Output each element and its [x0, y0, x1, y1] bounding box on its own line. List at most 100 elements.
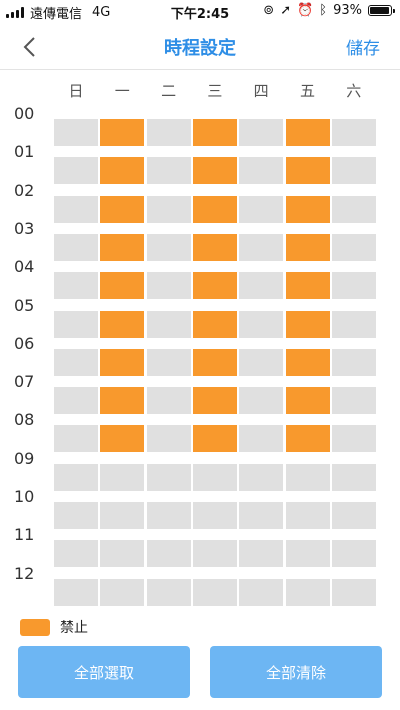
schedule-cell[interactable]	[192, 578, 237, 606]
schedule-cell[interactable]	[239, 463, 284, 491]
schedule-cell[interactable]	[146, 195, 191, 223]
schedule-cell-blocked[interactable]	[192, 195, 237, 223]
schedule-cell-blocked[interactable]	[285, 272, 330, 300]
schedule-cell-blocked[interactable]	[192, 348, 237, 376]
schedule-cell[interactable]	[192, 463, 237, 491]
schedule-cell[interactable]	[285, 540, 330, 568]
schedule-cell[interactable]	[239, 425, 284, 453]
schedule-cell-blocked[interactable]	[100, 119, 145, 146]
schedule-cell[interactable]	[54, 387, 98, 415]
schedule-cell[interactable]	[146, 233, 191, 261]
schedule-cell[interactable]	[100, 540, 145, 568]
schedule-cell[interactable]	[146, 425, 191, 453]
schedule-cell[interactable]	[331, 463, 376, 491]
schedule-cell[interactable]	[331, 233, 376, 261]
day-label: 一	[114, 82, 130, 100]
schedule-cell[interactable]	[146, 463, 191, 491]
schedule-cell[interactable]	[146, 578, 191, 606]
schedule-cell[interactable]	[146, 310, 191, 338]
alarm-icon: ⏰	[297, 3, 314, 18]
schedule-cell[interactable]	[331, 502, 376, 529]
schedule-cell-blocked[interactable]	[192, 387, 237, 415]
schedule-cell-blocked[interactable]	[192, 233, 237, 261]
schedule-cell[interactable]	[331, 540, 376, 568]
schedule-cell[interactable]	[54, 348, 98, 376]
schedule-cell[interactable]	[239, 195, 284, 223]
schedule-cell[interactable]	[331, 578, 376, 606]
schedule-cell-blocked[interactable]	[100, 387, 145, 415]
schedule-cell-blocked[interactable]	[192, 119, 237, 146]
schedule-cell-blocked[interactable]	[100, 348, 145, 376]
page-title: 時程設定	[164, 38, 236, 59]
schedule-cell[interactable]	[239, 387, 284, 415]
schedule-cell[interactable]	[54, 310, 98, 338]
schedule-cell[interactable]	[54, 502, 98, 529]
schedule-cell[interactable]	[54, 578, 98, 606]
schedule-cell[interactable]	[331, 310, 376, 338]
schedule-cell-blocked[interactable]	[100, 425, 145, 453]
schedule-cell[interactable]	[54, 195, 98, 223]
schedule-cell[interactable]	[146, 348, 191, 376]
schedule-cell-blocked[interactable]	[285, 310, 330, 338]
schedule-cell[interactable]	[54, 233, 98, 261]
back-button[interactable]	[22, 30, 52, 62]
schedule-cell[interactable]	[331, 157, 376, 185]
schedule-cell-blocked[interactable]	[192, 272, 237, 300]
schedule-cell[interactable]	[331, 348, 376, 376]
schedule-cell-blocked[interactable]	[100, 233, 145, 261]
schedule-cell[interactable]	[239, 310, 284, 338]
schedule-cell[interactable]	[54, 425, 98, 453]
schedule-cell[interactable]	[146, 540, 191, 568]
schedule-cell[interactable]	[239, 233, 284, 261]
schedule-cell[interactable]	[54, 272, 98, 300]
schedule-cell-blocked[interactable]	[285, 348, 330, 376]
schedule-cell[interactable]	[331, 119, 376, 146]
schedule-cell-blocked[interactable]	[285, 195, 330, 223]
schedule-cell[interactable]	[146, 272, 191, 300]
schedule-cell-blocked[interactable]	[285, 233, 330, 261]
schedule-cell-blocked[interactable]	[285, 119, 330, 146]
schedule-cell[interactable]	[285, 502, 330, 529]
schedule-cell-blocked[interactable]	[285, 157, 330, 185]
schedule-cell[interactable]	[239, 119, 284, 146]
schedule-cell[interactable]	[331, 425, 376, 453]
save-button[interactable]: 儲存	[346, 39, 380, 59]
schedule-cell-blocked[interactable]	[100, 310, 145, 338]
legend: 禁止	[20, 617, 88, 637]
schedule-cell[interactable]	[54, 119, 98, 146]
schedule-cell[interactable]	[239, 502, 284, 529]
schedule-cell[interactable]	[331, 387, 376, 415]
schedule-cell-blocked[interactable]	[285, 387, 330, 415]
schedule-cell-blocked[interactable]	[100, 157, 145, 185]
schedule-cell[interactable]	[146, 387, 191, 415]
schedule-cell-blocked[interactable]	[100, 195, 145, 223]
schedule-cell[interactable]	[54, 157, 98, 185]
select-all-button[interactable]: 全部選取	[18, 646, 190, 698]
schedule-cell[interactable]	[192, 502, 237, 529]
schedule-cell[interactable]	[239, 348, 284, 376]
schedule-cell[interactable]	[331, 195, 376, 223]
schedule-cell[interactable]	[239, 540, 284, 568]
schedule-cell-blocked[interactable]	[192, 157, 237, 185]
schedule-cell[interactable]	[239, 157, 284, 185]
schedule-cell[interactable]	[285, 463, 330, 491]
schedule-cell[interactable]	[54, 540, 98, 568]
schedule-cell[interactable]	[100, 502, 145, 529]
schedule-cell[interactable]	[54, 463, 98, 491]
schedule-cell-blocked[interactable]	[192, 310, 237, 338]
schedule-cell[interactable]	[239, 578, 284, 606]
schedule-cell[interactable]	[285, 578, 330, 606]
schedule-cell[interactable]	[146, 119, 191, 146]
schedule-cell-blocked[interactable]	[100, 272, 145, 300]
schedule-cell[interactable]	[331, 272, 376, 300]
schedule-cell[interactable]	[100, 578, 145, 606]
schedule-cell[interactable]	[146, 502, 191, 529]
schedule-cell[interactable]	[100, 463, 145, 491]
schedule-cell[interactable]	[146, 157, 191, 185]
clear-all-button[interactable]: 全部清除	[210, 646, 382, 698]
schedule-cell-blocked[interactable]	[192, 425, 237, 453]
schedule-cell[interactable]	[192, 540, 237, 568]
schedule-cell[interactable]	[239, 272, 284, 300]
schedule-cell-blocked[interactable]	[285, 425, 330, 453]
bluetooth-icon: ᛒ	[319, 3, 328, 18]
